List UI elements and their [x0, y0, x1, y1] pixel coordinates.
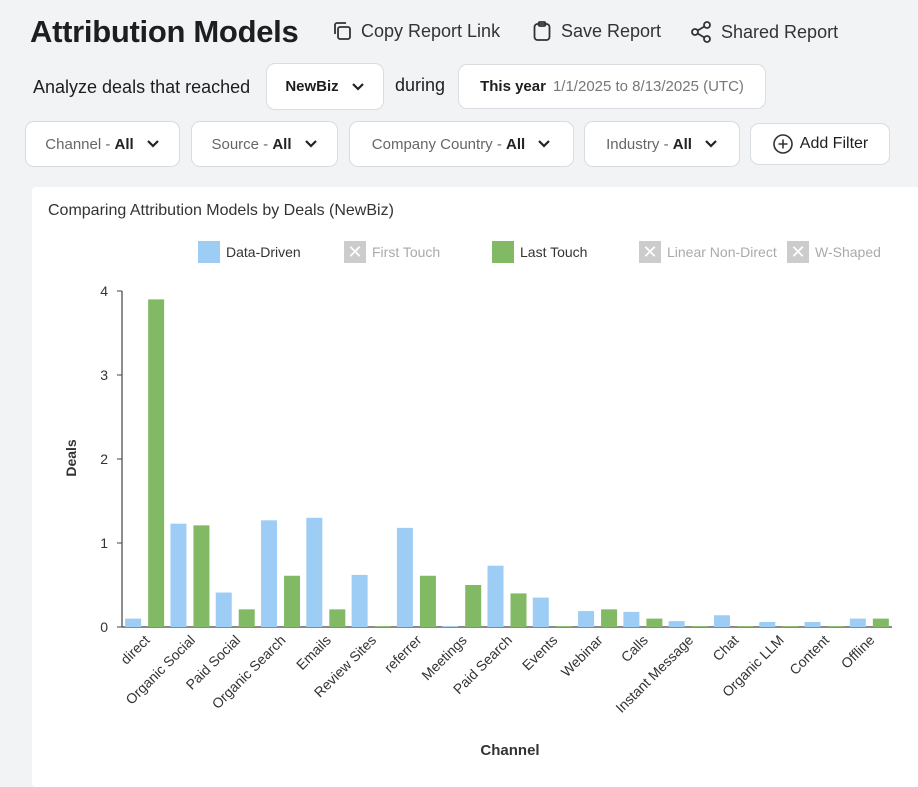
- legend-swatch: [492, 241, 514, 263]
- chevron-down-icon: [705, 140, 717, 148]
- legend-label: Data-Driven: [226, 244, 301, 260]
- chart-title: Comparing Attribution Models by Deals (N…: [48, 202, 394, 219]
- analyze-label: Analyze deals that reached: [33, 76, 251, 97]
- plus-circle-icon: [772, 134, 793, 154]
- legend-label: First Touch: [372, 244, 441, 260]
- filter-company-country[interactable]: Company Country - All: [349, 121, 574, 167]
- add-filter-label: Add Filter: [799, 135, 869, 152]
- legend-w-shaped[interactable]: ✕ W-Shaped: [787, 241, 881, 263]
- filter-source[interactable]: Source - All: [191, 121, 338, 167]
- clipboard-icon: [533, 21, 551, 41]
- filter-channel-label: Channel: [45, 135, 102, 153]
- filter-channel-value: All: [114, 135, 134, 153]
- filter-source-separator: -: [259, 135, 273, 153]
- deal-stage-select[interactable]: NewBiz: [266, 63, 384, 110]
- filter-company-country-label: Company Country: [371, 135, 493, 153]
- chart-panel: [32, 187, 918, 787]
- during-label: during: [395, 75, 446, 95]
- legend-label: W-Shaped: [815, 244, 881, 260]
- legend-last-touch[interactable]: Last Touch: [492, 241, 587, 263]
- filter-channel-separator: -: [101, 135, 115, 153]
- filter-industry-separator: -: [659, 135, 673, 153]
- deal-stage-value: NewBiz: [285, 78, 339, 95]
- filter-company-country-value: All: [506, 135, 526, 153]
- date-range-picker[interactable]: This year 1/1/2025 to 8/13/2025 (UTC): [458, 64, 766, 109]
- legend-linear-non-direct[interactable]: ✕ Linear Non-Direct: [639, 241, 777, 263]
- legend-data-driven[interactable]: Data-Driven: [198, 241, 301, 263]
- chevron-down-icon: [351, 82, 364, 91]
- page-title: Attribution Models: [30, 14, 299, 49]
- close-icon: ✕: [344, 241, 366, 263]
- shared-report-button[interactable]: Shared Report: [689, 20, 838, 44]
- copy-report-link-label: Copy Report Link: [361, 20, 501, 41]
- chevron-down-icon: [304, 140, 317, 148]
- filter-industry-label: Industry: [606, 135, 660, 153]
- close-icon: ✕: [639, 241, 661, 263]
- date-period-label: This year: [480, 78, 546, 95]
- copy-report-link-button[interactable]: Copy Report Link: [331, 20, 500, 42]
- filter-industry-value: All: [672, 135, 692, 153]
- add-filter-button[interactable]: Add Filter: [750, 123, 890, 165]
- filter-channel[interactable]: Channel - All: [25, 121, 180, 167]
- shared-report-label: Shared Report: [721, 21, 839, 42]
- filter-industry[interactable]: Industry - All: [584, 121, 740, 167]
- share-icon: [691, 21, 711, 43]
- save-report-label: Save Report: [561, 20, 662, 41]
- legend-label: Last Touch: [520, 244, 588, 260]
- copy-icon: [334, 22, 351, 40]
- filter-source-value: All: [272, 135, 292, 153]
- save-report-button[interactable]: Save Report: [531, 20, 661, 42]
- close-icon: ✕: [787, 241, 809, 263]
- filter-company-country-separator: -: [492, 135, 507, 153]
- chevron-down-icon: [146, 140, 159, 148]
- legend-label: Linear Non-Direct: [667, 244, 777, 260]
- date-period-range: 1/1/2025 to 8/13/2025 (UTC): [552, 78, 744, 95]
- chevron-down-icon: [538, 140, 550, 148]
- legend-first-touch[interactable]: ✕ First Touch: [344, 241, 440, 263]
- legend-swatch: [198, 241, 220, 263]
- filter-source-label: Source: [211, 135, 259, 153]
